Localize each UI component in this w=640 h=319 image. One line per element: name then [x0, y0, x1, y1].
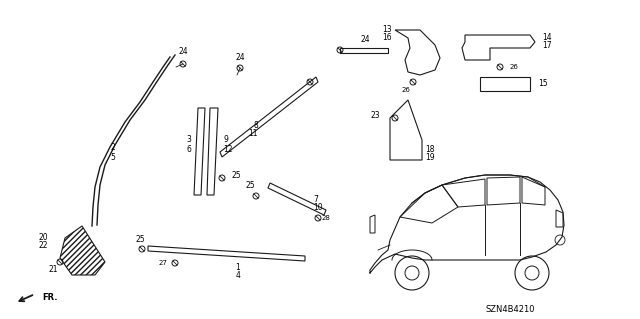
Text: 24: 24 — [178, 48, 188, 56]
Text: SZN4B4210: SZN4B4210 — [485, 306, 535, 315]
Text: 20: 20 — [38, 233, 48, 241]
Text: 16: 16 — [382, 33, 392, 42]
Text: 5: 5 — [110, 152, 115, 161]
Text: 1: 1 — [236, 263, 241, 272]
Text: 3: 3 — [186, 136, 191, 145]
Text: 24: 24 — [360, 35, 370, 44]
Text: 15: 15 — [538, 79, 548, 88]
Text: 27: 27 — [158, 260, 167, 266]
Text: 28: 28 — [321, 215, 330, 221]
Text: 6: 6 — [186, 145, 191, 153]
Text: 7: 7 — [313, 196, 318, 204]
Text: 10: 10 — [313, 204, 323, 212]
Text: 21: 21 — [48, 265, 58, 275]
Text: 13: 13 — [382, 26, 392, 34]
Text: 25: 25 — [135, 235, 145, 244]
Text: 22: 22 — [38, 241, 48, 250]
Text: 11: 11 — [248, 129, 258, 137]
Text: 2: 2 — [110, 144, 115, 152]
Text: FR.: FR. — [42, 293, 58, 302]
Text: 17: 17 — [542, 41, 552, 50]
Text: 18: 18 — [425, 145, 435, 154]
Text: 4: 4 — [236, 271, 241, 280]
Text: 8: 8 — [253, 121, 258, 130]
Text: 14: 14 — [542, 33, 552, 41]
Text: 26: 26 — [510, 64, 519, 70]
Text: 9: 9 — [223, 136, 228, 145]
Text: 25: 25 — [231, 170, 241, 180]
Text: 12: 12 — [223, 145, 232, 153]
Text: 23: 23 — [371, 110, 380, 120]
Text: 25: 25 — [245, 182, 255, 190]
Text: 26: 26 — [401, 87, 410, 93]
Text: 24: 24 — [235, 53, 245, 62]
Text: 19: 19 — [425, 153, 435, 162]
